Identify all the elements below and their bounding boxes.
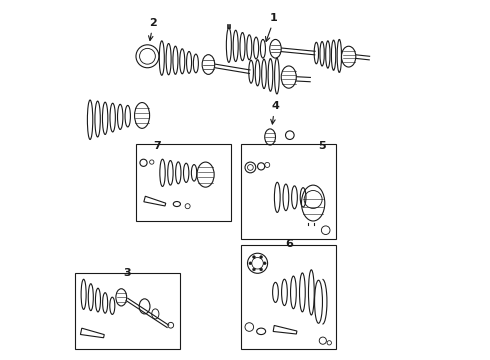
Text: 7: 7	[153, 141, 161, 150]
Text: 5: 5	[318, 141, 326, 150]
Circle shape	[249, 262, 252, 265]
Circle shape	[252, 268, 255, 271]
Text: 4: 4	[271, 101, 279, 111]
Bar	[136, 144, 231, 221]
Circle shape	[263, 262, 266, 265]
Text: 6: 6	[285, 239, 293, 249]
Bar	[242, 244, 337, 348]
Bar	[242, 144, 337, 239]
Text: 3: 3	[123, 267, 130, 278]
Circle shape	[252, 256, 255, 258]
Circle shape	[260, 268, 263, 271]
Text: 1: 1	[270, 13, 277, 23]
Bar	[74, 273, 180, 348]
Text: 2: 2	[149, 18, 157, 28]
Circle shape	[260, 256, 263, 258]
